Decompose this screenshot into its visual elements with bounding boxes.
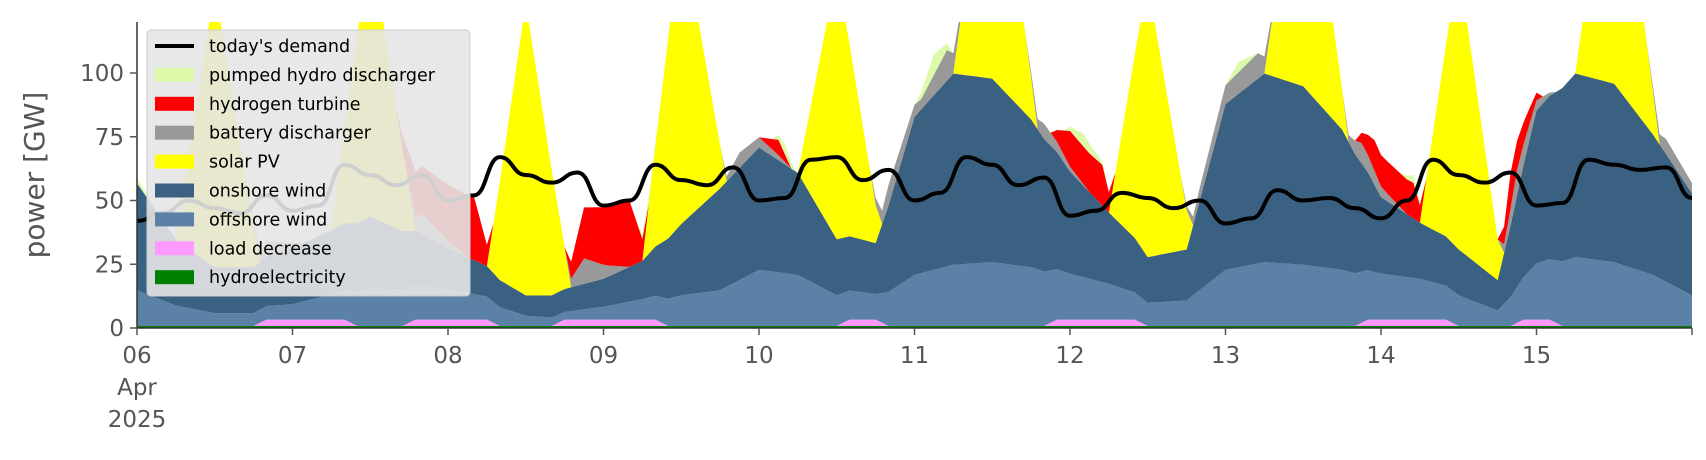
y-tick-label: 50 [95,189,124,215]
area-load-decrease [137,319,1692,326]
stacked-areas [137,22,1692,328]
legend-label-hydrogen-turbine: hydrogen turbine [209,95,361,115]
legend-swatch-hydroelectricity [155,270,194,285]
legend-label-offshore-wind: offshore wind [209,210,327,230]
legend-swatch-battery-discharger [155,125,194,140]
area-solar-pv [137,22,1692,296]
legend-swatch-onshore-wind [155,183,194,198]
area-onshore-wind [137,73,1692,318]
x-tick-label: 15 [1522,343,1551,369]
legend: today's demand pumped hydro discharger hyd… [146,29,471,297]
legend-label-hydroelectricity: hydroelectricity [209,268,346,288]
x-tick-label: 08 [433,343,462,369]
legend-label-today-s-demand: today's demand [209,37,350,57]
legend-label-battery-discharger: battery discharger [209,124,372,144]
legend-label-load-decrease: load decrease [209,239,332,259]
area-offshore-wind [137,257,1692,326]
legend-label-pumped-hydro-discharger: pumped hydro discharger [209,66,436,86]
legend-swatch-solar-pv [155,154,194,169]
y-tick-label: 100 [80,61,124,87]
x-tick-label: 10 [744,343,773,369]
legend-swatch-hydrogen-turbine [155,96,194,111]
x-tick-label: 12 [1055,343,1084,369]
y-axis-title: power [GW] [18,92,51,259]
x-tick-label: 06 Apr 2025 [108,343,167,433]
y-tick-label: 0 [109,316,124,342]
y-tick-label: 25 [95,252,124,278]
legend-box [146,29,471,297]
x-tick-label: 11 [900,343,929,369]
x-tick-label: 07 [278,343,307,369]
legend-swatch-offshore-wind [155,212,194,227]
x-tick-label: 14 [1366,343,1395,369]
legend-swatch-pumped-hydro-discharger [155,67,194,82]
axes: 0 25 50 75 100 06 Apr 2025 07 08 09 10 11 12 13 14 15 [80,22,1693,433]
x-tick-label: 13 [1211,343,1240,369]
x-tick-label: 09 [589,343,618,369]
legend-swatch-load-decrease [155,241,194,256]
legend-label-onshore-wind: onshore wind [209,182,326,202]
legend-label-solar-pv: solar PV [209,153,280,173]
y-tick-label: 75 [95,125,124,151]
